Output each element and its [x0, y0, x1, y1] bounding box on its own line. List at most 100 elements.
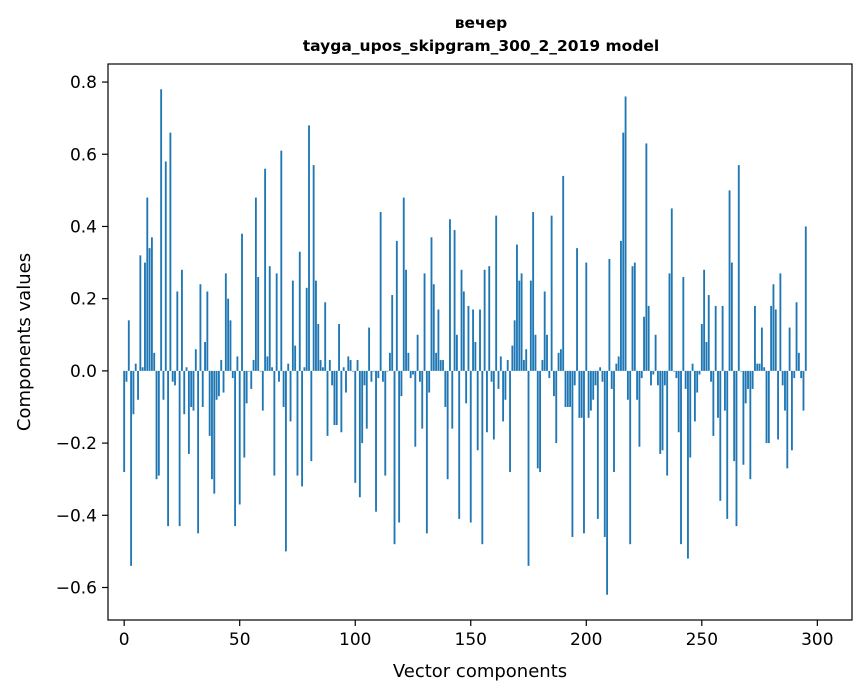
- bar-166: [506, 360, 509, 371]
- bar-242: [682, 277, 685, 371]
- bar-290: [793, 370, 796, 379]
- bar-84: [317, 323, 320, 371]
- bar-181: [541, 360, 544, 371]
- bar-147: [462, 291, 465, 371]
- bar-48: [234, 370, 237, 527]
- bar-170: [516, 244, 518, 371]
- bar-240: [677, 370, 680, 433]
- bar-272: [751, 370, 754, 389]
- bar-156: [483, 269, 486, 371]
- bar-291: [795, 302, 798, 371]
- bar-226: [645, 143, 648, 371]
- bar-176: [529, 280, 532, 371]
- bar-35: [204, 342, 206, 371]
- bar-288: [788, 327, 791, 371]
- bar-157: [486, 370, 488, 433]
- bar-222: [636, 370, 639, 400]
- bar-158: [488, 266, 491, 371]
- bar-37: [208, 370, 211, 436]
- bar-217: [624, 96, 627, 371]
- bar-234: [663, 370, 666, 386]
- bar-197: [578, 370, 581, 418]
- bar-115: [388, 352, 391, 371]
- bar-267: [740, 370, 743, 372]
- bar-182: [543, 291, 546, 371]
- bar-236: [668, 273, 671, 371]
- bar-12: [150, 237, 153, 371]
- bar-264: [733, 370, 736, 462]
- bar-245: [689, 370, 692, 458]
- bar-11: [148, 248, 151, 371]
- bar-7: [139, 255, 142, 371]
- bar-81: [310, 370, 313, 462]
- bar-212: [613, 370, 615, 472]
- bar-241: [680, 370, 682, 545]
- bar-36: [206, 291, 209, 371]
- bar-266: [737, 165, 740, 371]
- bar-215: [620, 240, 622, 371]
- bar-6: [137, 370, 139, 400]
- bar-228: [650, 370, 652, 386]
- bar-126: [414, 370, 417, 447]
- bar-254: [710, 370, 712, 382]
- bar-193: [569, 370, 572, 407]
- bar-136: [437, 309, 440, 371]
- bar-28: [187, 370, 190, 454]
- bar-138: [442, 360, 444, 371]
- chart-subtitle: tayga_upos_skipgram_300_2_2019 model: [303, 37, 660, 55]
- bar-287: [786, 370, 789, 469]
- bar-207: [601, 370, 604, 382]
- bar-227: [647, 305, 650, 371]
- x-tick-label: 200: [570, 630, 602, 650]
- bar-202: [589, 370, 592, 411]
- bar-169: [513, 320, 516, 371]
- bar-10: [146, 197, 149, 371]
- bar-119: [398, 370, 401, 523]
- bar-283: [777, 370, 779, 440]
- bar-series: [123, 89, 807, 595]
- bar-34: [201, 370, 204, 407]
- bar-64: [271, 367, 273, 371]
- bar-269: [744, 370, 747, 404]
- bar-122: [405, 269, 407, 371]
- y-tick-label: 0.4: [70, 217, 97, 237]
- bar-88: [326, 370, 329, 436]
- bar-257: [717, 370, 719, 418]
- bar-184: [548, 370, 551, 379]
- bar-286: [784, 370, 786, 411]
- bar-107: [370, 370, 373, 382]
- bar-100: [354, 370, 357, 483]
- bar-219: [629, 370, 632, 545]
- bar-26: [183, 370, 186, 415]
- bar-258: [719, 370, 722, 501]
- bar-273: [754, 305, 756, 371]
- bar-45: [227, 298, 230, 371]
- bar-174: [525, 349, 528, 371]
- bar-268: [742, 370, 745, 465]
- bar-58: [257, 277, 260, 371]
- bar-214: [617, 356, 620, 371]
- bar-41: [217, 370, 220, 397]
- bar-248: [696, 370, 699, 393]
- bar-22: [174, 370, 176, 386]
- bar-74: [294, 345, 297, 371]
- y-tick-label: −0.4: [56, 506, 97, 526]
- bar-133: [430, 237, 433, 371]
- bar-43: [222, 370, 225, 393]
- bar-168: [511, 345, 514, 371]
- bar-271: [749, 370, 752, 480]
- bar-105: [365, 370, 368, 429]
- bar-66: [275, 273, 278, 371]
- bar-141: [449, 219, 451, 371]
- bar-160: [492, 370, 495, 440]
- bar-189: [559, 349, 562, 371]
- bar-15: [157, 370, 160, 476]
- bar-1: [125, 370, 128, 382]
- bar-194: [571, 370, 574, 537]
- bar-68: [280, 150, 283, 371]
- x-tick-label: 50: [229, 630, 251, 650]
- bar-224: [640, 370, 643, 379]
- y-tick-label: −0.2: [56, 434, 97, 454]
- y-tick-label: 0.8: [70, 73, 97, 93]
- bar-16: [160, 89, 163, 371]
